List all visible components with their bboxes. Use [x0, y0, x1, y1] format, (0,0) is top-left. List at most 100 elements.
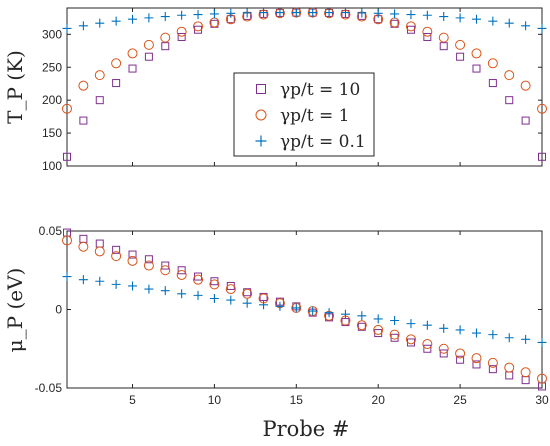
chemical-potential-y-tick-label: 0	[55, 303, 62, 317]
data-point-plus	[324, 308, 334, 318]
temperature-y-tick-label: 200	[42, 93, 62, 107]
data-point-circle	[487, 357, 498, 368]
data-point-plus	[160, 286, 170, 296]
data-point-plus	[177, 289, 187, 299]
data-point-circle	[94, 70, 105, 81]
data-point-plus	[144, 284, 154, 294]
data-point-plus	[226, 8, 236, 18]
chemical-potential-ticks	[67, 230, 543, 389]
data-point-plus	[259, 300, 269, 310]
data-point-plus	[128, 281, 138, 291]
data-point-circle	[209, 279, 220, 290]
data-point-plus	[357, 8, 367, 18]
chemical-potential-y-tick-label: -0.05	[35, 381, 63, 395]
x-tick-label: 5	[129, 393, 136, 407]
data-point-square	[423, 32, 432, 41]
data-point-square	[243, 288, 252, 297]
data-point-square	[177, 266, 186, 275]
chemical-potential-panel: -0.05 0 0.05 5 10 15 20 25 30 μ_P (eV) Probe #	[3, 224, 549, 441]
x-tick-label: 25	[453, 393, 467, 407]
data-point-circle	[225, 284, 236, 295]
temperature-y-tick-label: 250	[42, 60, 62, 74]
data-point-plus	[439, 323, 449, 333]
data-point-plus	[390, 9, 400, 19]
data-point-square	[112, 245, 121, 254]
data-point-plus	[340, 8, 350, 18]
chemical-potential-y-tick-label: 0.05	[39, 224, 63, 238]
data-point-plus	[308, 8, 318, 18]
data-point-circle	[62, 103, 72, 114]
data-point-plus	[373, 8, 383, 18]
data-point-circle	[176, 26, 187, 37]
data-point-plus	[291, 303, 301, 313]
temperature-y-tick-labels: 100 150 200 250 300	[42, 27, 62, 173]
x-tick-label: 20	[372, 393, 386, 407]
data-point-plus	[406, 319, 416, 329]
temperature-y-tick-label: 100	[42, 159, 62, 173]
legend-entry-gamma-10: γp/t = 10	[280, 80, 360, 100]
temperature-data-points	[62, 7, 547, 161]
legend-entry-gamma-0-1: γp/t = 0.1	[280, 132, 366, 152]
data-point-plus	[209, 9, 219, 19]
temperature-y-axis-title: T_P (K)	[3, 50, 27, 124]
data-point-plus	[275, 301, 285, 311]
data-point-circle	[373, 324, 384, 335]
data-point-plus	[242, 298, 252, 308]
data-point-plus	[422, 10, 432, 20]
data-point-plus	[357, 311, 367, 321]
x-tick-label: 30	[535, 393, 549, 407]
legend: γp/t = 10 γp/t = 1 γp/t = 0.1	[233, 72, 375, 157]
data-point-plus	[291, 8, 301, 18]
data-point-circle	[127, 255, 138, 266]
data-point-square	[144, 52, 153, 61]
data-point-plus	[324, 8, 334, 18]
data-point-plus	[390, 315, 400, 325]
x-tick-labels: 5 10 15 20 25 30	[129, 393, 549, 407]
data-point-plus	[193, 290, 203, 300]
temperature-y-tick-label: 150	[42, 126, 62, 140]
data-point-circle	[143, 260, 154, 271]
chemical-potential-plot-frame	[66, 230, 543, 389]
data-point-plus	[95, 18, 105, 28]
data-point-square	[472, 64, 481, 73]
legend-marker-square	[256, 84, 266, 94]
chemical-potential-y-tick-labels: -0.05 0 0.05	[35, 224, 63, 395]
data-point-square	[128, 64, 137, 73]
data-point-circle	[160, 265, 171, 276]
data-point-square	[472, 360, 481, 369]
temperature-panel: 100 150 200 250 300 T_P (K) γp/t = 10 γp/t =…	[3, 7, 547, 173]
data-point-circle	[520, 80, 531, 91]
data-point-circle	[78, 241, 89, 252]
data-point-square	[177, 32, 186, 41]
data-point-square	[439, 349, 448, 358]
data-point-circle	[504, 70, 515, 81]
data-point-plus	[62, 23, 72, 33]
data-point-plus	[455, 325, 465, 335]
x-tick-label: 15	[290, 393, 304, 407]
data-point-circle	[356, 320, 367, 331]
data-point-square	[538, 152, 546, 161]
data-point-plus	[471, 328, 481, 338]
chemical-potential-data-points	[62, 228, 547, 391]
data-point-square	[79, 116, 88, 125]
data-point-plus	[406, 10, 416, 20]
data-point-circle	[504, 362, 515, 373]
data-point-square	[95, 96, 104, 105]
data-point-plus	[488, 330, 498, 340]
legend-marker-circle	[255, 109, 267, 121]
data-point-circle	[143, 39, 154, 50]
chemical-potential-y-axis-title: μ_P (eV)	[3, 268, 27, 353]
x-tick-label: 10	[208, 393, 222, 407]
data-point-circle	[487, 58, 498, 69]
data-point-square	[423, 344, 432, 353]
data-point-plus	[537, 23, 547, 33]
temperature-ticks	[67, 8, 543, 167]
data-point-plus	[340, 309, 350, 319]
data-point-plus	[111, 279, 121, 289]
data-point-plus	[242, 8, 252, 18]
data-point-circle	[471, 48, 482, 59]
data-point-plus	[439, 12, 449, 22]
data-point-square	[112, 79, 121, 88]
data-point-plus	[504, 18, 514, 28]
data-point-circle	[127, 48, 138, 59]
